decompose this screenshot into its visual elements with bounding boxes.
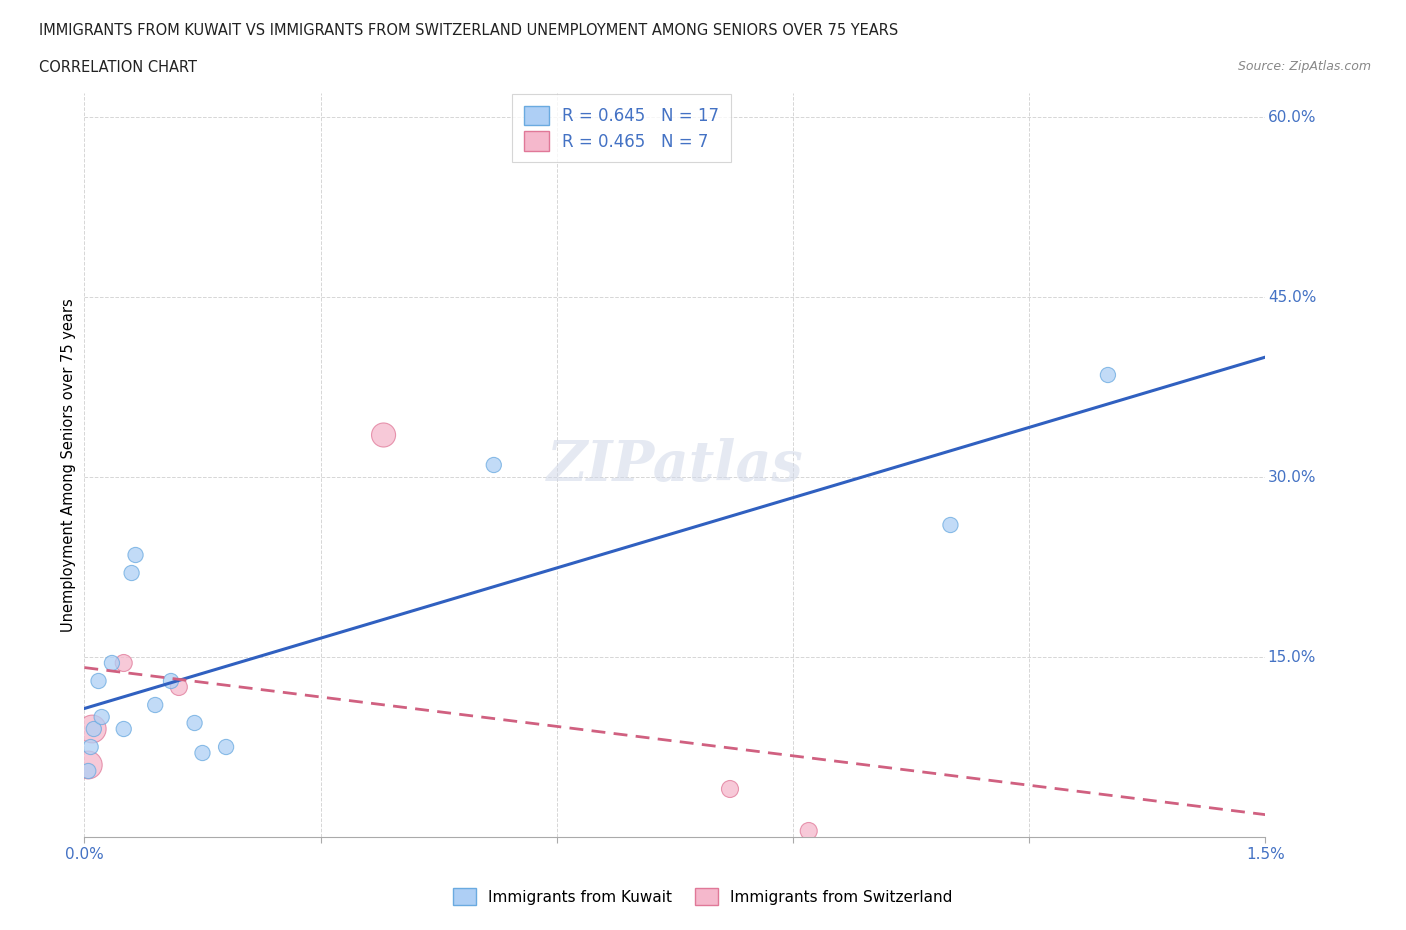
- Point: [77, 764, 100, 778]
- Point: [101, 656, 124, 671]
- Point: [90, 710, 112, 724]
- Text: ZIPatlas: ZIPatlas: [547, 437, 803, 493]
- Text: Source: ZipAtlas.com: Source: ZipAtlas.com: [1237, 60, 1371, 73]
- Point: [112, 656, 135, 671]
- Text: 30.0%: 30.0%: [1268, 470, 1316, 485]
- Text: IMMIGRANTS FROM KUWAIT VS IMMIGRANTS FROM SWITZERLAND UNEMPLOYMENT AMONG SENIORS: IMMIGRANTS FROM KUWAIT VS IMMIGRANTS FRO…: [39, 23, 898, 38]
- Point: [121, 565, 143, 580]
- Legend: R = 0.645   N = 17, R = 0.465   N = 7: R = 0.645 N = 17, R = 0.465 N = 7: [512, 94, 731, 163]
- Point: [83, 722, 105, 737]
- Text: 45.0%: 45.0%: [1268, 289, 1316, 304]
- Point: [167, 680, 190, 695]
- Point: [191, 746, 214, 761]
- Point: [183, 715, 205, 730]
- Point: [87, 673, 110, 688]
- Y-axis label: Unemployment Among Seniors over 75 years: Unemployment Among Seniors over 75 years: [60, 299, 76, 631]
- Point: [77, 758, 100, 773]
- Text: 15.0%: 15.0%: [1268, 649, 1316, 665]
- Point: [82, 722, 104, 737]
- Point: [718, 781, 741, 796]
- Point: [124, 548, 146, 563]
- Point: [143, 698, 166, 712]
- Text: CORRELATION CHART: CORRELATION CHART: [39, 60, 197, 75]
- Legend: Immigrants from Kuwait, Immigrants from Switzerland: Immigrants from Kuwait, Immigrants from …: [446, 880, 960, 913]
- Point: [215, 739, 238, 754]
- Point: [797, 824, 820, 839]
- Point: [79, 739, 101, 754]
- Point: [112, 722, 135, 737]
- Point: [160, 673, 183, 688]
- Point: [373, 428, 395, 443]
- Point: [1097, 367, 1119, 382]
- Point: [482, 458, 505, 472]
- Text: 60.0%: 60.0%: [1268, 110, 1316, 125]
- Point: [939, 518, 962, 533]
